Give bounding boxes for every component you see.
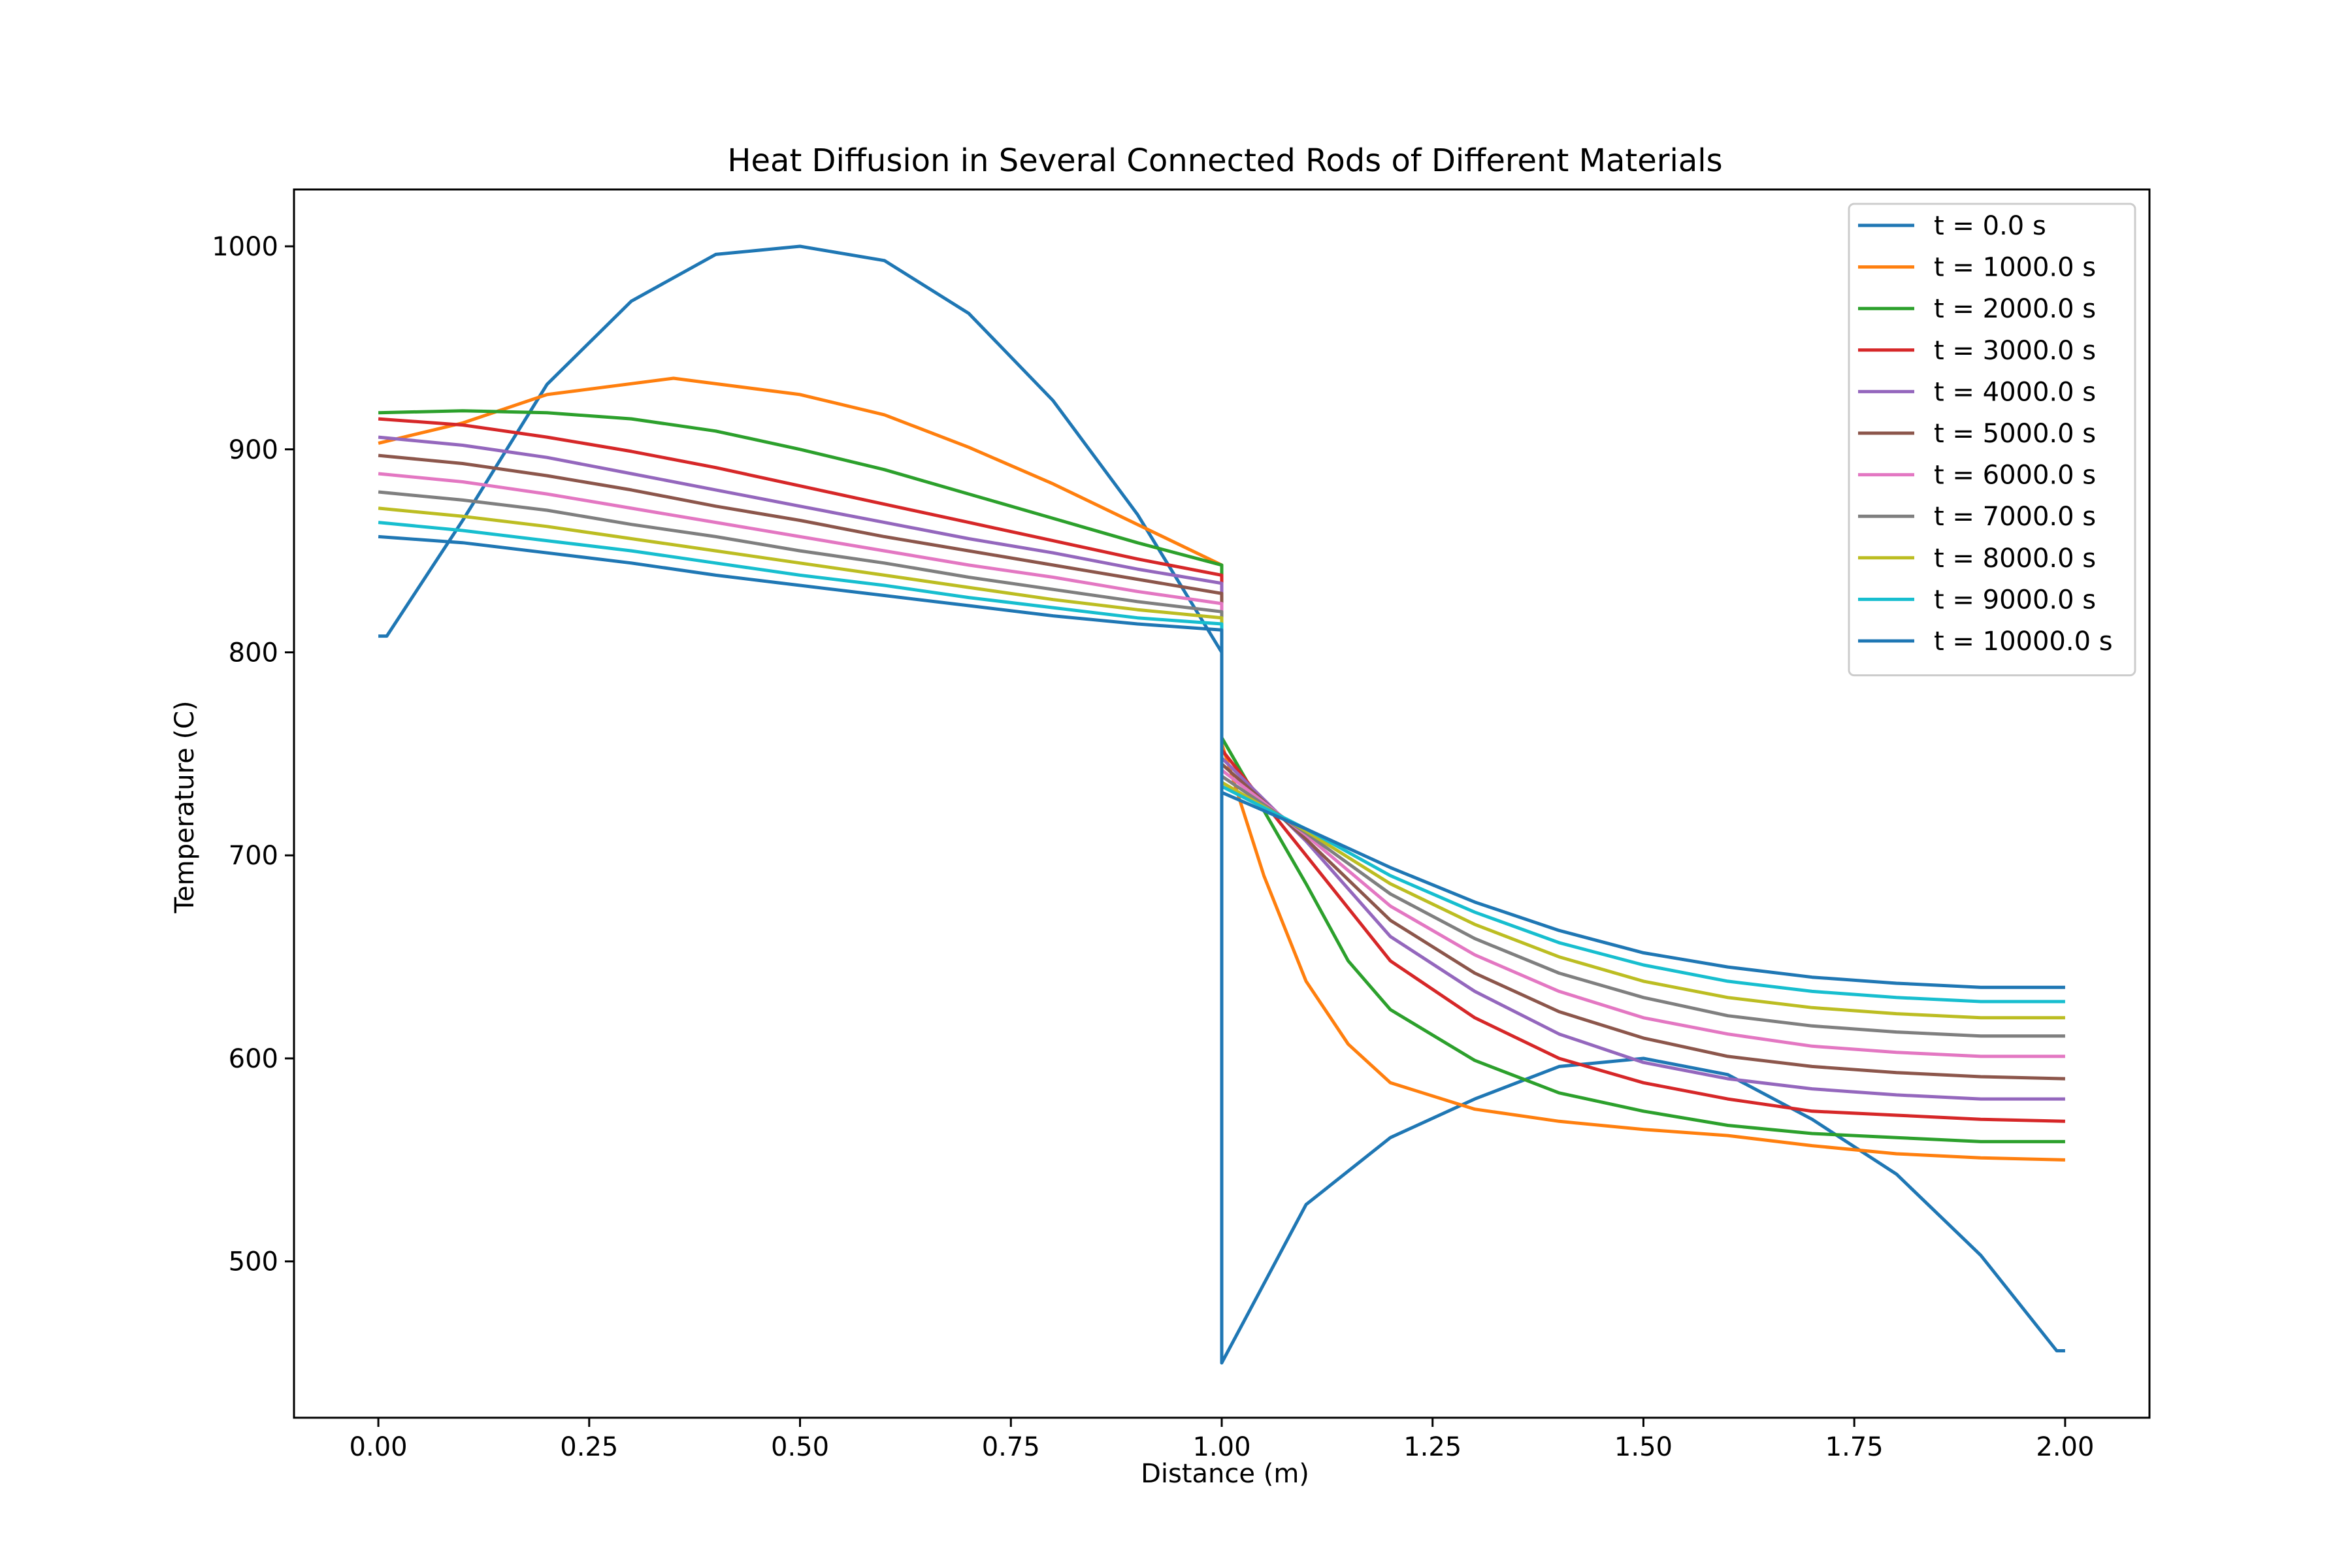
y-tick-label: 600 xyxy=(229,1044,278,1074)
legend-entry-label: t = 9000.0 s xyxy=(1934,585,2096,615)
x-tick-label: 1.50 xyxy=(1614,1432,1673,1462)
legend-entry-label: t = 8000.0 s xyxy=(1934,544,2096,574)
y-tick-label: 1000 xyxy=(212,232,278,262)
x-tick-label: 0.75 xyxy=(982,1432,1040,1462)
x-tick-label: 1.75 xyxy=(1825,1432,1884,1462)
legend-entry-label: t = 2000.0 s xyxy=(1934,294,2096,324)
y-tick-label: 800 xyxy=(229,638,278,668)
legend-entry-label: t = 5000.0 s xyxy=(1934,419,2096,449)
legend-entry-label: t = 4000.0 s xyxy=(1934,377,2096,407)
y-axis-label: Temperature (C) xyxy=(170,700,200,913)
x-tick-label: 0.50 xyxy=(771,1432,829,1462)
y-tick-label: 900 xyxy=(229,435,278,465)
x-tick-label: 0.00 xyxy=(350,1432,408,1462)
y-tick-label: 700 xyxy=(229,841,278,871)
x-tick-label: 1.25 xyxy=(1403,1432,1462,1462)
x-axis-label: Distance (m) xyxy=(1141,1459,1309,1489)
legend-entry-label: t = 0.0 s xyxy=(1934,211,2046,241)
y-tick-label: 500 xyxy=(229,1247,278,1277)
legend-entry-label: t = 10000.0 s xyxy=(1934,627,2113,657)
x-tick-label: 2.00 xyxy=(2036,1432,2094,1462)
legend-entry-label: t = 1000.0 s xyxy=(1934,253,2096,283)
legend-box xyxy=(1848,203,2136,677)
x-tick-label: 1.00 xyxy=(1192,1432,1250,1462)
legend-entry-label: t = 6000.0 s xyxy=(1934,461,2096,491)
legend-entry-label: t = 3000.0 s xyxy=(1934,336,2096,366)
chart-title: Heat Diffusion in Several Connected Rods… xyxy=(727,142,1723,179)
legend-entry-label: t = 7000.0 s xyxy=(1934,502,2096,532)
series-line-0 xyxy=(378,244,2065,1365)
x-tick-label: 0.25 xyxy=(560,1432,618,1462)
series-line-1 xyxy=(378,376,2065,1162)
series-line-10 xyxy=(378,534,2065,989)
